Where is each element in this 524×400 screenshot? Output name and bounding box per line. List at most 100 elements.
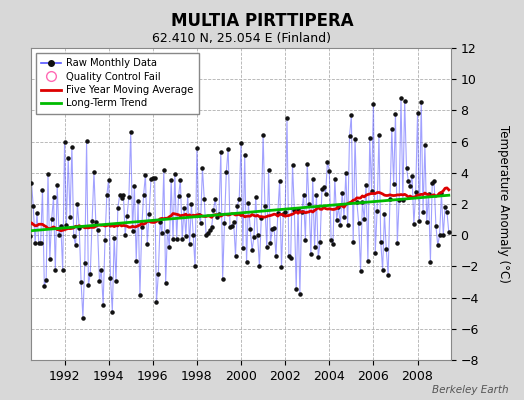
Point [386,196,394,202]
Point [301,237,310,243]
Point [323,158,332,165]
Point [408,172,416,179]
Point [231,253,239,259]
Point [123,212,131,219]
Point [344,222,352,228]
Point [176,177,184,183]
Point [395,196,403,203]
Point [241,152,249,159]
Point [277,264,286,270]
Point [355,220,363,226]
Point [367,188,376,194]
Point [388,126,396,133]
Point [147,176,155,182]
Point [404,178,412,184]
Point [410,220,418,227]
Point [205,227,214,233]
Point [419,208,427,215]
Point [378,267,387,274]
Point [292,286,300,292]
Point [178,236,187,242]
Point [226,224,234,230]
Point [55,232,63,238]
Point [230,219,238,226]
Point [81,260,89,267]
Point [171,171,179,177]
Point [189,232,198,238]
Point [345,133,354,140]
Point [320,184,328,190]
Point [303,161,311,167]
Point [145,211,154,217]
Point [106,275,115,282]
Point [439,232,447,238]
Point [40,282,49,289]
Point [437,190,445,196]
Point [318,186,326,193]
Point [92,218,100,225]
Point [276,178,284,184]
Point [163,227,172,234]
Point [101,237,109,243]
Point [104,176,113,183]
Point [400,98,409,104]
Point [24,233,32,240]
Y-axis label: Temperature Anomaly (°C): Temperature Anomaly (°C) [497,125,510,283]
Point [141,172,150,178]
Point [360,215,368,222]
Point [356,268,365,274]
Point [121,232,129,238]
Point [136,292,144,298]
Point [325,168,333,174]
Point [331,175,339,182]
Point [219,276,227,282]
Point [415,218,423,224]
Point [53,182,61,188]
Point [336,222,344,228]
Point [82,138,91,144]
Point [60,139,69,146]
Point [139,192,148,198]
Point [243,259,251,266]
Point [397,95,405,101]
Point [21,181,30,188]
Point [411,189,420,195]
Point [287,255,295,262]
Point [165,244,173,250]
Title: 62.410 N, 25.054 E (Finland): 62.410 N, 25.054 E (Finland) [151,32,331,46]
Point [441,204,449,210]
Point [143,241,151,247]
Point [75,225,83,231]
Point [180,205,188,211]
Point [432,223,440,229]
Point [389,181,398,187]
Point [216,148,225,155]
Point [290,207,299,214]
Point [88,218,96,224]
Point [68,144,76,150]
Point [204,230,212,236]
Point [35,240,43,246]
Point [340,214,348,220]
Point [57,223,65,229]
Point [279,211,288,217]
Point [373,208,381,214]
Point [70,233,78,240]
Point [200,196,209,202]
Point [272,253,280,260]
Point [329,241,337,247]
Point [215,211,223,218]
Point [77,279,85,285]
Point [187,201,195,208]
Point [103,192,111,198]
Point [194,212,203,218]
Point [384,272,392,278]
Point [211,196,220,202]
Point [362,182,370,188]
Text: Berkeley Earth: Berkeley Earth [432,385,508,395]
Point [254,232,262,239]
Point [257,215,266,222]
Point [391,110,400,117]
Point [152,299,161,305]
Point [112,278,120,284]
